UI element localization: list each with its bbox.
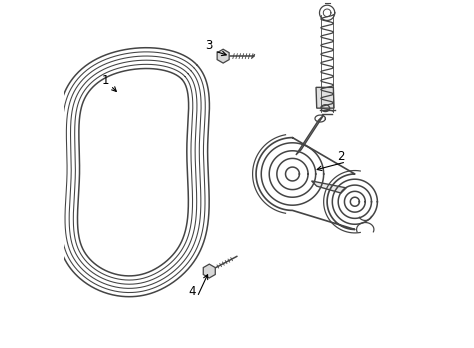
Text: 3: 3: [206, 39, 213, 52]
Polygon shape: [217, 49, 229, 63]
Text: 1: 1: [101, 74, 109, 87]
Text: 4: 4: [188, 285, 196, 298]
Polygon shape: [311, 181, 346, 193]
Polygon shape: [203, 264, 215, 278]
Polygon shape: [316, 87, 334, 108]
Text: 2: 2: [337, 150, 345, 163]
Polygon shape: [296, 115, 324, 155]
